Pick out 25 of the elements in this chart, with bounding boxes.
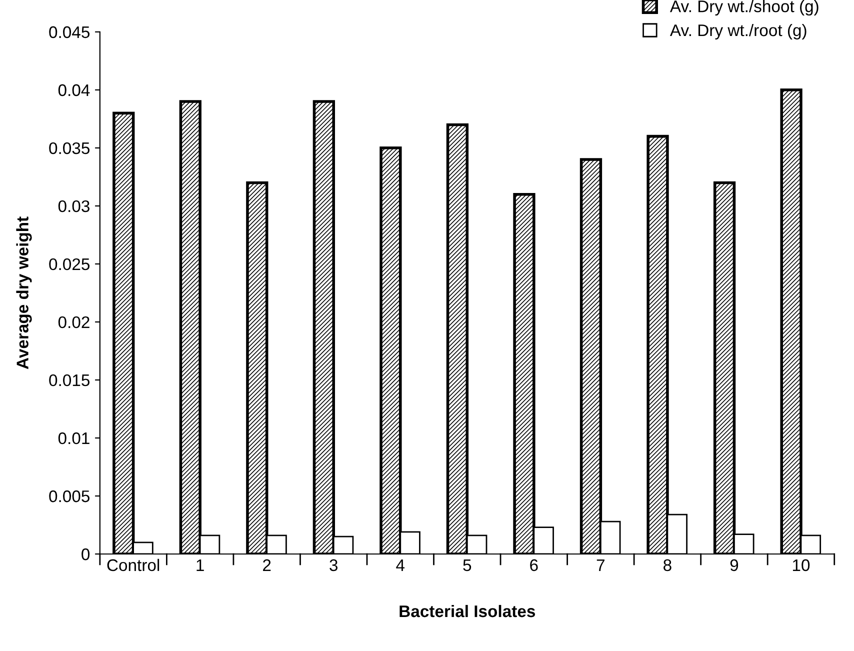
x-tick-label: 1 bbox=[196, 559, 204, 571]
y-tick-label: 0.005 bbox=[49, 490, 90, 502]
x-tick-label: 10 bbox=[792, 559, 810, 572]
y-tick-label: 0.035 bbox=[49, 142, 90, 154]
x-tick-label: 6 bbox=[530, 559, 538, 572]
x-tick-label: 7 bbox=[596, 559, 604, 571]
x-tick-label: 8 bbox=[664, 559, 672, 572]
legend-label: Av. Dry wt./root (g) bbox=[670, 24, 806, 40]
y-tick-label: 0.02 bbox=[58, 316, 90, 328]
y-tick-label: 0.03 bbox=[58, 200, 90, 212]
y-tick-label: 0.01 bbox=[58, 432, 90, 444]
x-tick-label: 3 bbox=[330, 559, 338, 572]
legend-label: Av. Dry wt./shoot (g) bbox=[670, 0, 818, 16]
x-tick-label: 5 bbox=[463, 559, 472, 572]
y-axis-title: Average dry weight bbox=[16, 216, 32, 370]
y-tick-label: 0.025 bbox=[49, 258, 90, 270]
x-tick-label: 9 bbox=[730, 559, 738, 572]
x-tick-label: 4 bbox=[396, 559, 405, 571]
x-axis-title: Bacterial Isolates bbox=[400, 604, 536, 618]
y-tick-label: 0.015 bbox=[49, 374, 90, 386]
y-tick-label: 0 bbox=[82, 548, 90, 560]
x-tick-label: 2 bbox=[263, 559, 271, 571]
y-tick-label: 0.04 bbox=[58, 84, 90, 96]
y-tick-label: 0.045 bbox=[49, 26, 90, 38]
x-tick-label: Control bbox=[107, 558, 160, 572]
